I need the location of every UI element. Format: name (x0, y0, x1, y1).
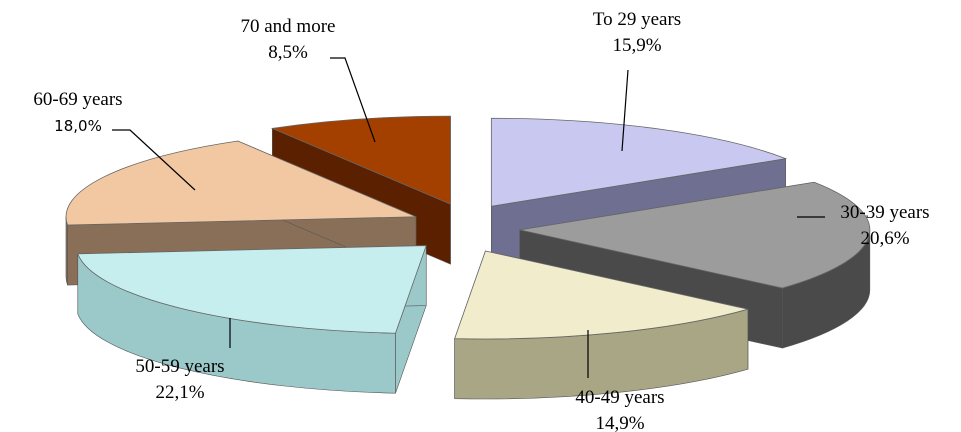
leader-line-60-69-years (112, 129, 196, 191)
slice-value-50-59-years: 22,1% (155, 382, 204, 403)
leader-line-to-29-years (621, 69, 629, 152)
slice-top-70-and-more (270, 115, 451, 205)
slice-value-60-69-years: 18,0% (54, 117, 102, 135)
slice-value-70-and-more: 8,5% (268, 42, 308, 63)
slice-value-30-39-years: 20,6% (860, 228, 909, 249)
slice-value-to-29-years: 15,9% (612, 35, 661, 56)
slice-label-30-39-years: 30-39 years (840, 202, 929, 223)
slice-value-40-49-years: 14,9% (595, 413, 644, 432)
slice-top-50-59-years (77, 245, 427, 334)
slice-rim-60-69-years (65, 216, 68, 286)
slice-label-50-59-years: 50-59 years (135, 356, 224, 377)
slice-top-30-39-years (519, 181, 871, 289)
slice-label-to-29-years: To 29 years (593, 9, 681, 30)
slice-top-40-49-years (454, 250, 749, 340)
leader-line-70-and-more (330, 57, 376, 143)
pie-slice-50-59-years (77, 245, 427, 394)
pie-slice-40-49-years (454, 250, 749, 400)
slice-top-to-29-years (490, 117, 788, 207)
slice-label-70-and-more: 70 and more (241, 16, 336, 37)
slice-label-60-69-years: 60-69 years (33, 89, 122, 110)
slice-top-60-69-years (65, 140, 417, 226)
slice-label-40-49-years: 40-49 years (575, 387, 664, 408)
